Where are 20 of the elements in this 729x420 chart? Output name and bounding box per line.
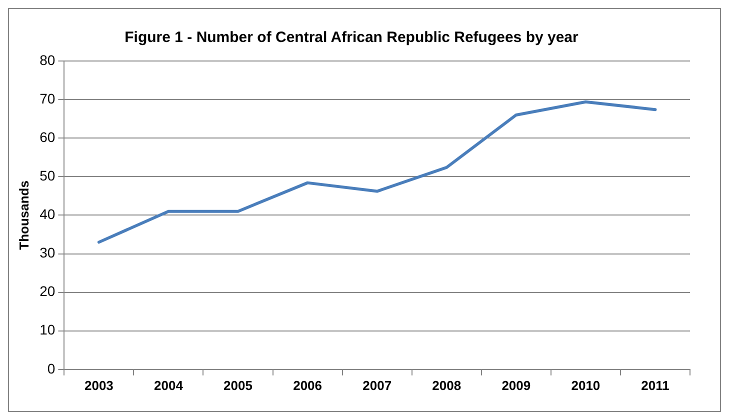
y-tick-label: 0 bbox=[47, 360, 56, 376]
x-tick-label: 2005 bbox=[224, 378, 252, 393]
y-tick-label: 50 bbox=[40, 168, 56, 184]
x-tick-label: 2010 bbox=[571, 378, 600, 393]
y-tick-label: 40 bbox=[40, 206, 56, 222]
x-tick-label: 2009 bbox=[502, 378, 531, 393]
x-tick-label: 2007 bbox=[362, 378, 392, 393]
y-tick-label: 10 bbox=[40, 322, 56, 338]
y-tick-label: 80 bbox=[40, 52, 56, 68]
x-tick-label: 2008 bbox=[432, 378, 462, 393]
y-tick-label: 30 bbox=[40, 244, 56, 261]
y-tick-label: 70 bbox=[40, 90, 56, 106]
x-tick-label: 2003 bbox=[84, 378, 114, 393]
y-tick-label: 60 bbox=[40, 128, 56, 145]
x-tick-label: 2004 bbox=[154, 378, 184, 393]
y-axis-title: Thousands bbox=[16, 180, 32, 250]
chart-title: Figure 1 - Number of Central African Republic Refugees by year bbox=[124, 29, 579, 46]
y-tick-label: 20 bbox=[40, 283, 56, 300]
x-tick-label: 2006 bbox=[293, 378, 322, 393]
x-tick-label: 2011 bbox=[641, 378, 670, 393]
